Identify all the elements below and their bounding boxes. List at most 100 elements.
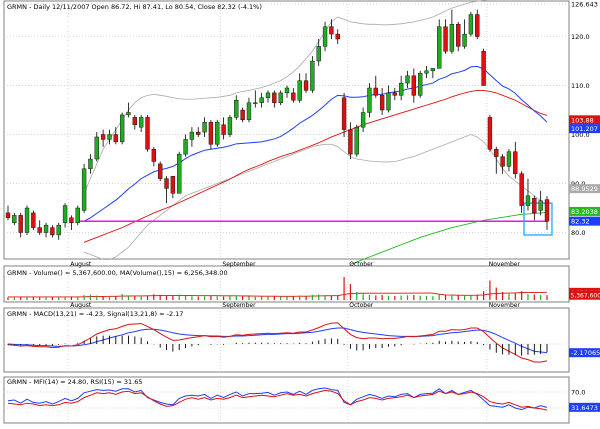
candle-body <box>215 122 219 144</box>
price-value-label: 101.207 <box>571 125 598 133</box>
candle-body <box>310 61 314 90</box>
price-value-label: 88.9529 <box>571 185 598 193</box>
price-month-label: September <box>222 261 256 268</box>
candle-body <box>526 196 530 206</box>
candle-body <box>190 132 194 139</box>
candle-body <box>6 213 10 218</box>
candle-body <box>361 112 365 127</box>
candle-body <box>520 174 524 206</box>
candle-body <box>19 215 23 232</box>
candle-body <box>203 122 207 132</box>
candle-body <box>272 93 276 103</box>
candle-body <box>171 176 175 193</box>
candle-body <box>222 125 226 135</box>
candle-body <box>298 81 302 101</box>
candle-body <box>304 81 308 91</box>
candle-body <box>25 208 29 232</box>
price-value-label: 82.32 <box>571 218 590 226</box>
candle-body <box>57 225 61 235</box>
candle-body <box>50 228 54 235</box>
candle-body <box>355 127 359 154</box>
candle-body <box>545 200 549 222</box>
candle-body <box>114 135 118 142</box>
candle-body <box>184 139 188 154</box>
macd-legend: GRMN - MACD(13,21) = -4.23, Signal(13,21… <box>7 310 183 318</box>
price-tick-label: 120.0 <box>571 33 590 41</box>
candle-body <box>38 228 42 233</box>
candle-body <box>475 14 479 36</box>
macd-value-label: -2.17065 <box>571 349 600 357</box>
candle-body <box>63 206 67 223</box>
volume-legend: GRMN - Volume() = 5,367,600.00, MA(Volum… <box>7 269 228 277</box>
price-month-label: October <box>349 261 374 268</box>
candle-body <box>348 130 352 154</box>
candle-body <box>76 208 80 223</box>
candle-body <box>387 93 391 110</box>
candle-body <box>177 154 181 193</box>
candle-body <box>285 88 289 93</box>
candle-body <box>146 117 150 149</box>
candle-body <box>406 76 410 83</box>
candle-body <box>234 100 238 117</box>
candle-body <box>133 117 137 124</box>
candle-body <box>329 27 333 34</box>
volume-month-label: August <box>70 302 92 309</box>
volume-month-label: October <box>349 302 374 309</box>
candle-body <box>44 225 48 232</box>
candle-body <box>260 98 264 103</box>
mfi-tick-label: 70.0 <box>571 389 585 397</box>
candle-body <box>253 103 257 104</box>
candle-body <box>418 73 422 95</box>
candle-body <box>241 110 245 120</box>
candle-body <box>228 117 232 134</box>
candle-body <box>152 149 156 161</box>
candle-body <box>513 152 517 174</box>
price-value-label: 103.88 <box>571 116 594 124</box>
price-tick-label: 110.0 <box>571 82 590 90</box>
candle-body <box>95 137 99 159</box>
candle-body <box>279 93 283 103</box>
candle-body <box>488 117 492 149</box>
candle-body <box>247 103 251 120</box>
price-value-label: 83.2038 <box>571 208 598 216</box>
candle-body <box>412 76 416 96</box>
candle-body <box>127 112 131 114</box>
candle-body <box>266 93 270 98</box>
candle-body <box>425 71 429 73</box>
candle-body <box>393 93 397 95</box>
candle-body <box>31 213 35 228</box>
candle-body <box>539 201 543 211</box>
candle-body <box>431 68 435 70</box>
candle-body <box>437 27 441 69</box>
candle-body <box>399 83 403 95</box>
candle-body <box>88 159 92 169</box>
mfi-value-label: 31.6473 <box>571 404 598 412</box>
candle-body <box>12 215 16 222</box>
price-month-label: November <box>489 261 521 268</box>
candle-body <box>532 198 536 213</box>
candle-body <box>196 132 200 134</box>
price-tick-label: 126.643 <box>571 1 598 9</box>
candle-body <box>463 34 467 46</box>
candle-body <box>120 115 124 142</box>
candle-body <box>82 169 86 211</box>
candle-body <box>507 152 511 167</box>
candle-body <box>342 98 346 130</box>
candle-body <box>374 88 378 95</box>
candle-body <box>291 93 295 100</box>
candle-body <box>456 24 460 46</box>
volume-month-label: November <box>489 302 521 309</box>
candle-body <box>450 24 454 51</box>
candle-body <box>323 27 327 47</box>
candle-body <box>101 135 105 140</box>
price-month-label: August <box>70 261 92 268</box>
candle-body <box>336 34 340 39</box>
candle-body <box>107 135 111 140</box>
candle-body <box>165 179 169 189</box>
candle-body <box>209 122 213 144</box>
candle-body <box>494 149 498 156</box>
mfi-legend: GRMN - MFI(14) = 24.80, RSI(15) = 31.65 <box>7 378 143 386</box>
candle-body <box>482 51 486 85</box>
candle-body <box>69 218 73 223</box>
